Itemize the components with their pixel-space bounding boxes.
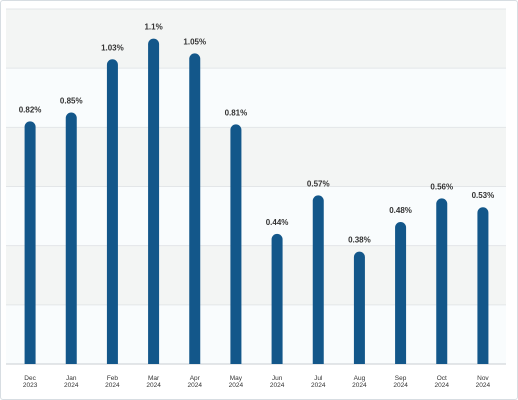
bar[interactable] [477,207,489,364]
grid-band [6,9,506,69]
x-tick-label-year: 2024 [435,382,450,389]
bar[interactable] [312,195,324,364]
grid-band [6,127,506,187]
bar[interactable] [353,251,365,364]
bar-value-label: 0.53% [472,191,495,200]
x-tick-label-month: Nov [477,375,489,382]
bar-value-label: 0.82% [19,105,42,114]
x-tick-label-month: Jan [66,375,77,382]
bar-value-label: 1.03% [101,43,124,52]
bar[interactable] [24,121,36,364]
bar-value-label: 0.44% [266,218,289,227]
bar-value-label: 1.1% [144,23,162,32]
bar[interactable] [189,53,201,365]
bar[interactable] [271,233,283,364]
bar-value-label: 1.05% [183,37,206,46]
x-tick-label-year: 2024 [311,382,326,389]
bar-value-label: 0.81% [225,108,248,117]
x-tick-label-year: 2024 [352,382,367,389]
x-tick-label-year: 2024 [64,382,79,389]
grid-band [6,186,506,246]
bar[interactable] [106,59,118,365]
x-tick-label-year: 2024 [270,382,285,389]
x-tick-label-month: May [230,375,243,382]
bar-value-label: 0.48% [389,206,412,215]
grid-band [6,245,506,305]
bar[interactable] [230,124,242,364]
x-tick-label-month: Oct [437,375,447,382]
bar[interactable] [436,198,448,364]
x-tick-label-year: 2024 [229,382,244,389]
x-tick-label-month: Feb [107,375,119,382]
bar-value-label: 0.38% [348,236,371,245]
x-tick-label-year: 2024 [105,382,120,389]
grid-band [6,304,506,364]
bar-value-label: 0.85% [60,97,83,106]
x-tick-label-year: 2023 [23,382,38,389]
x-tick-label-year: 2024 [146,382,161,389]
x-tick-label-month: Apr [190,375,201,382]
x-tick-label-month: Jul [314,375,323,382]
x-tick-label-month: Mar [148,375,160,382]
x-tick-label-month: Sep [395,375,407,382]
x-tick-label-month: Dec [24,375,36,382]
bar[interactable] [395,222,407,364]
bar-value-label: 0.56% [430,182,453,191]
bar[interactable] [148,38,160,364]
grid-band [6,68,506,128]
x-tick-label-year: 2024 [188,382,203,389]
x-tick-label-month: Aug [354,375,366,382]
x-tick-label-month: Jun [272,375,283,382]
bar[interactable] [65,112,77,364]
x-tick-label-year: 2024 [393,382,408,389]
x-tick-label-year: 2024 [476,382,491,389]
bar-value-label: 0.57% [307,179,330,188]
